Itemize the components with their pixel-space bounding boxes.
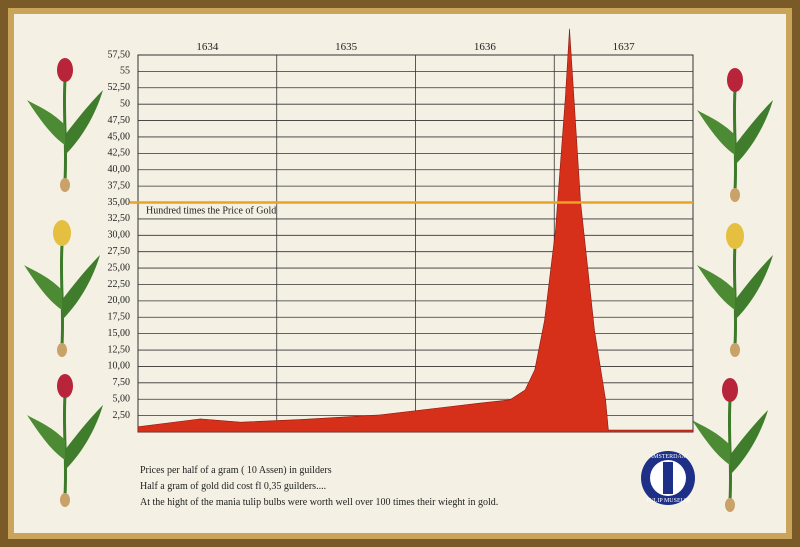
y-tick-label: 30,00 [108, 230, 131, 241]
note: Half a gram of gold did cost fl 0,35 gui… [140, 481, 326, 492]
note: Prices per half of a gram ( 10 Assen) in… [140, 465, 332, 476]
y-tick-label: 47,50 [108, 115, 131, 126]
y-tick-label: 22,50 [108, 279, 131, 290]
x-tick-label: 1634 [196, 41, 219, 53]
y-tick-label: 50 [120, 98, 130, 109]
y-tick-label: 25,00 [108, 262, 131, 273]
logo-text: AMSTERDAM [649, 454, 688, 460]
logo: AMSTERDAM TULIP MUSEUM [641, 451, 695, 505]
parchment [14, 14, 786, 533]
y-tick-label: 7,50 [113, 377, 131, 388]
x-tick-label: 1637 [613, 41, 636, 53]
note: At the hight of the mania tulip bulbs we… [140, 497, 498, 508]
logo-text: TULIP MUSEUM [646, 498, 691, 504]
y-tick-label: 20,00 [108, 295, 131, 306]
y-tick-label: 45,00 [108, 131, 131, 142]
x-tick-label: 1635 [335, 41, 358, 53]
y-tick-label: 55 [120, 66, 130, 77]
y-tick-label: 17,50 [108, 312, 131, 323]
y-tick-label: 35,00 [108, 197, 131, 208]
y-tick-label: 57,50 [108, 49, 131, 60]
y-tick-label: 27,50 [108, 246, 131, 257]
y-tick-label: 10,00 [108, 361, 131, 372]
y-tick-label: 42,50 [108, 148, 131, 159]
y-tick-label: 32,50 [108, 213, 131, 224]
y-tick-label: 5,00 [113, 394, 131, 405]
y-tick-label: 52,50 [108, 82, 131, 93]
reference-label: Hundred times the Price of Gold [146, 206, 276, 217]
y-tick-label: 2,50 [113, 410, 131, 421]
area [137, 28, 694, 433]
x-tick-label: 1636 [474, 41, 497, 53]
y-tick-label: 37,50 [108, 180, 131, 191]
y-tick-label: 15,00 [108, 328, 131, 339]
y-tick-label: 12,50 [108, 344, 131, 355]
y-tick-label: 40,00 [108, 164, 131, 175]
tulips [22, 58, 775, 514]
